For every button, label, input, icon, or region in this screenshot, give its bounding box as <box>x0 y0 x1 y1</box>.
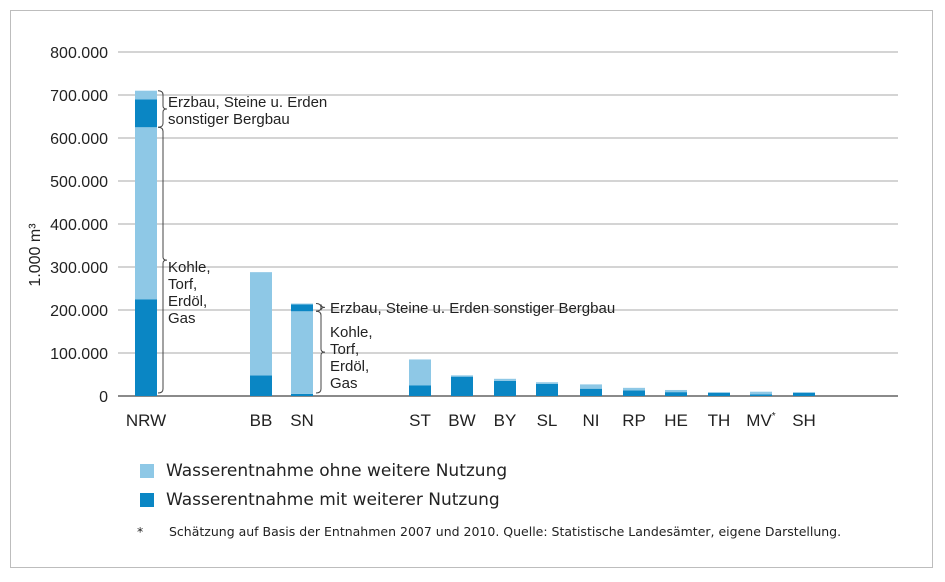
bar-segment <box>291 311 313 394</box>
y-tick-label: 400.000 <box>50 217 108 234</box>
x-tick-label: TH <box>708 411 731 430</box>
annotation-label: Gas <box>168 310 196 327</box>
bar-segment <box>291 393 313 396</box>
footnote-mark: * <box>137 524 144 539</box>
annotation-label: Gas <box>330 375 358 392</box>
x-tick-label: BB <box>250 411 273 430</box>
legend-swatch <box>140 493 154 507</box>
bar-segment <box>793 392 815 396</box>
annotation-label: Kohle, <box>168 259 211 276</box>
brace-nrw-erzbau <box>157 90 168 128</box>
annotation-label: Torf, <box>168 276 197 293</box>
annotation-label: Erzbau, Steine u. Erden <box>168 94 327 111</box>
legend-swatch <box>140 464 154 478</box>
bar-segment <box>135 99 157 128</box>
brace-sn-erzbau <box>315 303 326 312</box>
x-tick-label: RP <box>622 411 646 430</box>
bar-segment <box>250 272 272 376</box>
x-tick-label: SL <box>537 411 558 430</box>
x-tick-label: NI <box>583 411 600 430</box>
y-tick-label: 600.000 <box>50 131 108 148</box>
annotation-label: Erdöl, <box>330 358 369 375</box>
bar-segment <box>451 376 473 396</box>
y-tick-label: 700.000 <box>50 88 108 105</box>
bar-segment <box>708 392 730 393</box>
legend-item-ohne: Wasserentnahme ohne weitere Nutzung <box>140 461 507 481</box>
bars <box>135 90 815 396</box>
bar-segment <box>750 391 772 395</box>
legend-item-mit: Wasserentnahme mit weiterer Nutzung <box>140 490 500 510</box>
bar-segment <box>291 304 313 312</box>
bar-segment <box>409 359 431 386</box>
y-tick-label: 0 <box>99 389 108 406</box>
bar-segment <box>451 375 473 377</box>
footnote-text: Schätzung auf Basis der Entnahmen 2007 u… <box>169 524 842 539</box>
y-tick-label: 200.000 <box>50 303 108 320</box>
bar-segment <box>250 375 272 396</box>
annotation-label: Kohle, <box>330 324 373 341</box>
x-tick-label: NRW <box>126 411 166 430</box>
annotation-label: Torf, <box>330 341 359 358</box>
bar-segment <box>580 388 602 396</box>
legend-label: Wasserentnahme mit weiterer Nutzung <box>166 490 500 510</box>
bar-segment <box>135 299 157 396</box>
bar-segment <box>580 384 602 389</box>
x-tick-label: SN <box>290 411 314 430</box>
bar-segment <box>665 392 687 396</box>
bar-segment <box>536 382 558 384</box>
y-axis-label: 1.000 m³ <box>27 223 44 287</box>
x-tick-label: MV* <box>746 411 776 430</box>
bar-segment <box>409 385 431 396</box>
bar-segment <box>135 127 157 300</box>
y-tick-label: 100.000 <box>50 346 108 363</box>
bar-segment <box>665 389 687 393</box>
bar-segment <box>623 390 645 396</box>
brace-nrw-kohle <box>157 126 168 394</box>
annotation-label: Erzbau, Steine u. Erden sonstiger Bergba… <box>330 300 615 317</box>
footnote: * Schätzung auf Basis der Entnahmen 2007 … <box>137 524 841 539</box>
bar-segment <box>536 383 558 396</box>
x-tick-label: HE <box>664 411 688 430</box>
axis-tick-labels: 0 100.000 200.000 300.000 400.000 500.000 600.… <box>50 45 816 430</box>
bar-segment <box>135 90 157 100</box>
y-tick-label: 500.000 <box>50 174 108 191</box>
y-tick-label: 800.000 <box>50 45 108 62</box>
x-tick-label: BW <box>448 411 475 430</box>
bar-segment <box>708 392 730 396</box>
x-tick-label: BY <box>494 411 517 430</box>
chart-frame <box>10 10 933 568</box>
x-tick-label: SH <box>792 411 816 430</box>
bar-segment <box>494 380 516 396</box>
bar-segment <box>291 303 313 305</box>
brace-sn-kohle <box>315 310 326 394</box>
bar-segment <box>750 394 772 396</box>
x-tick-label: ST <box>409 411 431 430</box>
legend-label: Wasserentnahme ohne weitere Nutzung <box>166 461 508 481</box>
y-tick-label: 300.000 <box>50 260 108 277</box>
bar-segment <box>623 387 645 391</box>
annotation-label: sonstiger Bergbau <box>168 111 290 128</box>
bar-segment <box>793 392 815 393</box>
annotation-label: Erdöl, <box>168 293 207 310</box>
bar-segment <box>494 378 516 381</box>
